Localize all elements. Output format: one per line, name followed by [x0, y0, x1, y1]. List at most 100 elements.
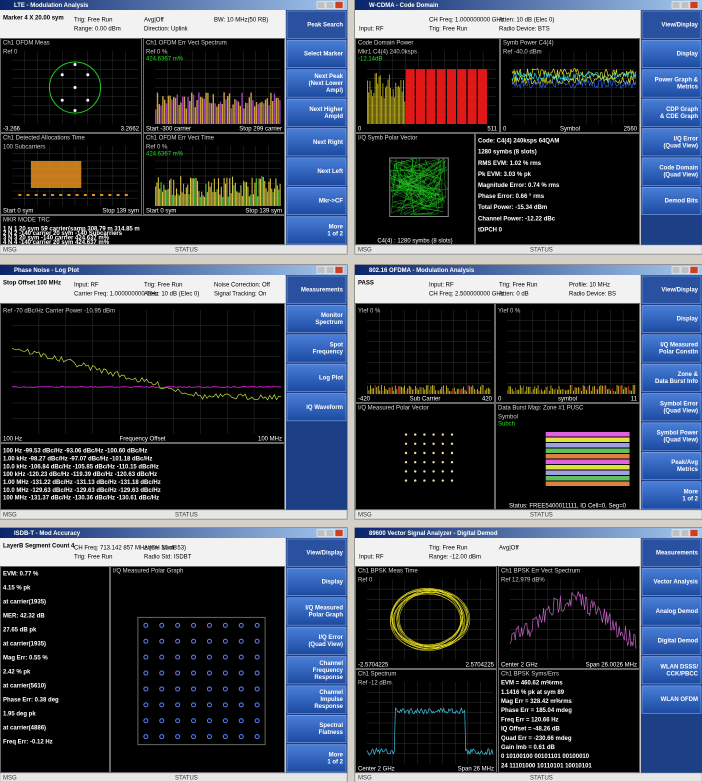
softkey[interactable] — [641, 305, 702, 333]
softkey[interactable] — [641, 626, 702, 655]
window-button[interactable] — [671, 1, 681, 9]
softkey-label: Display — [322, 580, 344, 586]
window-button[interactable] — [680, 529, 690, 537]
softkey[interactable] — [641, 656, 702, 685]
plot-label: Ref -40.0 dBm — [503, 50, 542, 56]
window-button[interactable] — [325, 529, 335, 537]
softkey[interactable] — [641, 393, 702, 422]
error-bar — [194, 178, 196, 206]
softkey[interactable] — [286, 187, 347, 215]
softkey[interactable] — [286, 685, 347, 714]
softkey[interactable] — [286, 334, 347, 363]
softkey[interactable] — [286, 656, 347, 685]
softkey[interactable] — [641, 187, 702, 215]
error-spike — [624, 387, 626, 394]
error-spike — [427, 385, 429, 394]
softkey[interactable] — [641, 69, 702, 98]
softkey[interactable] — [641, 452, 702, 480]
softkey[interactable] — [286, 393, 347, 422]
status-bar — [354, 509, 702, 520]
code-bar — [405, 69, 415, 124]
error-spike — [436, 390, 438, 394]
plot-label: at carrier(1935) — [3, 600, 46, 606]
softkey[interactable] — [286, 568, 347, 596]
softkey[interactable] — [641, 334, 702, 363]
code-bar — [372, 96, 373, 124]
softkey[interactable] — [641, 422, 702, 451]
error-spike — [611, 388, 613, 394]
window-button[interactable] — [334, 266, 344, 274]
softkey[interactable] — [286, 363, 347, 392]
window-button[interactable] — [316, 1, 326, 9]
plot-window — [495, 303, 640, 403]
error-spike — [519, 385, 521, 394]
window-button[interactable] — [689, 1, 699, 9]
window-button[interactable] — [325, 266, 335, 274]
code-bar — [397, 85, 399, 124]
softkey[interactable] — [286, 98, 347, 127]
header-item: Radio Std: ISDBT — [144, 555, 192, 561]
window-button[interactable] — [680, 1, 690, 9]
window-button[interactable] — [316, 266, 326, 274]
plot-label: 3 N 3 20 sym -140 carrier 424.637 m% — [3, 236, 110, 242]
error-bar — [240, 185, 242, 206]
axis-label: Status: FREE5400011111, ID Cell=0, Seg=0 — [509, 504, 627, 510]
error-spike — [456, 388, 458, 394]
window-button[interactable] — [671, 529, 681, 537]
window-button[interactable] — [334, 1, 344, 9]
window-button[interactable] — [689, 529, 699, 537]
softkey[interactable] — [641, 40, 702, 68]
window-button[interactable] — [334, 529, 344, 537]
window-button[interactable] — [689, 266, 699, 274]
softkey[interactable] — [286, 744, 347, 773]
softkey[interactable] — [641, 363, 702, 392]
softkey[interactable] — [641, 10, 702, 39]
softkey[interactable] — [286, 305, 347, 333]
softkey[interactable] — [286, 69, 347, 98]
softkey[interactable] — [641, 597, 702, 626]
error-spike — [605, 385, 607, 394]
softkey[interactable] — [641, 481, 702, 510]
softkey[interactable] — [641, 568, 702, 596]
error-bar — [180, 176, 182, 206]
error-bar — [262, 176, 264, 206]
softkey[interactable] — [641, 157, 702, 186]
softkey[interactable] — [286, 128, 347, 157]
error-spike — [621, 385, 623, 394]
softkey[interactable] — [286, 157, 347, 186]
error-spike — [435, 390, 436, 394]
header-item: Atten: 10 dB — [144, 546, 177, 552]
softkey[interactable] — [641, 275, 702, 304]
softkey[interactable] — [286, 275, 347, 304]
window-button[interactable] — [325, 1, 335, 9]
window-button[interactable] — [671, 266, 681, 274]
softkey[interactable] — [286, 626, 347, 655]
error-bar — [167, 188, 169, 206]
window-button[interactable] — [316, 529, 326, 537]
spectrum-bar — [264, 99, 267, 124]
constellation-point — [238, 622, 244, 628]
status-label: STATUS — [175, 776, 198, 782]
softkey[interactable] — [286, 10, 347, 39]
plot-window — [110, 566, 285, 773]
softkey[interactable] — [286, 216, 347, 245]
softkey[interactable] — [286, 715, 347, 743]
axis-label: 100 Hz — [3, 437, 22, 443]
softkey[interactable] — [286, 40, 347, 68]
softkey[interactable] — [641, 538, 702, 567]
allocation-mark — [34, 194, 38, 196]
softkey[interactable] — [641, 98, 702, 127]
error-spike — [623, 389, 624, 394]
axis-label: 11 — [631, 397, 638, 403]
constellation-point — [404, 451, 408, 455]
error-bar — [155, 186, 157, 206]
window-button[interactable] — [680, 266, 690, 274]
softkey[interactable] — [286, 597, 347, 626]
softkey[interactable] — [286, 538, 347, 567]
softkey[interactable] — [641, 128, 702, 157]
error-spike — [566, 390, 568, 394]
error-spike — [374, 385, 376, 394]
softkey[interactable] — [641, 685, 702, 714]
axis-label: 100 MHz — [258, 437, 282, 443]
softkey-label: (Next Lower — [309, 81, 344, 87]
